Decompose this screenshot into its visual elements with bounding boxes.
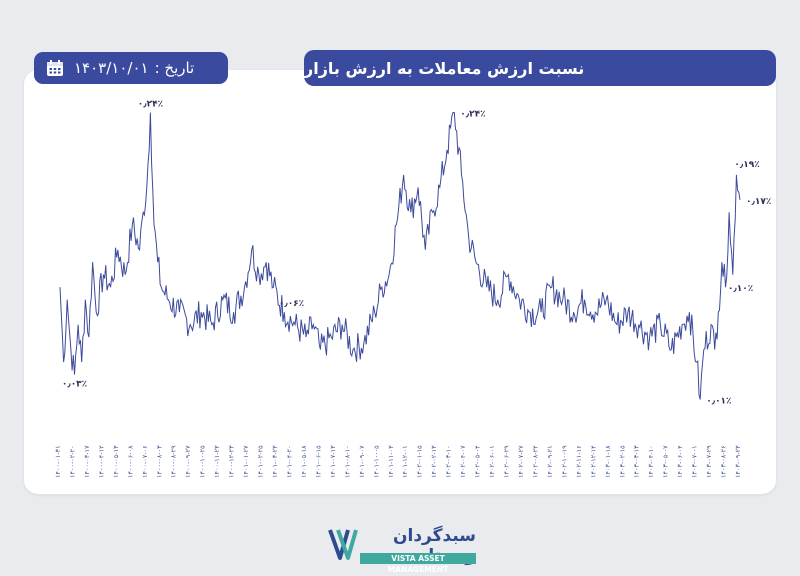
x-tick-label: ۱۴۰۱-۱۰-۰۵ <box>372 445 380 478</box>
x-tick-label: ۱۴۰۰-۰۶-۰۸ <box>126 445 134 478</box>
series-line <box>59 112 741 400</box>
x-tick-label: ۱۴۰۱-۱۲-۰۱ <box>401 445 409 478</box>
x-tick-label: ۱۴۰۰-۰۴-۱۲ <box>97 445 105 478</box>
x-tick-label: ۱۴۰۲-۰۷-۲۷ <box>517 445 525 478</box>
annotation-label: ۰٫۲۴٪ <box>460 110 485 120</box>
annotation-label: ۰٫۰۳٪ <box>62 380 87 390</box>
v-logo-icon <box>328 529 358 560</box>
annotation-label: ۰٫۰۶٪ <box>279 299 304 309</box>
x-tick-label: ۱۴۰۲-۰۹-۲۱ <box>546 445 554 478</box>
x-tick-label: ۱۴۰۲-۰۴-۰۷ <box>459 445 467 478</box>
date-value: ۱۴۰۳/۱۰/۰۱ <box>74 59 149 77</box>
x-tick-label: ۱۴۰۰-۰۱-۳۱ <box>54 445 62 478</box>
x-tick-label: ۱۴۰۲-۰۱-۱۵ <box>416 445 424 478</box>
chart-title-bar: نسبت ارزش معاملات به ارزش بازار <box>304 50 776 86</box>
x-tick-label: ۱۴۰۱-۰۵-۱۸ <box>300 445 308 478</box>
x-tick-label: ۱۴۰۱-۱۱-۰۳ <box>387 445 395 478</box>
date-badge: ۱۴۰۳/۱۰/۰۱ تاریخ : <box>34 52 228 84</box>
x-tick-label: ۱۴۰۲-۱۰-۱۹ <box>560 445 568 478</box>
x-tick-label: ۱۴۰۰-۰۳-۱۷ <box>83 445 91 478</box>
annotation-label: ۰٫۰۱٪ <box>706 397 731 407</box>
date-label: تاریخ : <box>154 59 195 77</box>
brand-subtitle: VISTA ASSET MANAGEMENT <box>360 553 476 574</box>
x-tick-label: ۱۴۰۲-۰۲-۱۳ <box>430 445 438 478</box>
annotations: ۰٫۰۳٪ ۰٫۲۴٪ ۰٫۰۶٪ ۰٫۲۴٪ ۰٫۰۱٪ ۰٫۱۰٪ ۰٫۱۹٪ ۰٫۱۷٪ <box>62 100 772 407</box>
x-tick-label: ۱۴۰۳-۰۹-۲۳ <box>734 445 742 478</box>
x-tick-label: ۱۴۰۲-۰۵-۰۴ <box>474 445 482 478</box>
annotation-label: ۰٫۱۷٪ <box>746 197 771 207</box>
x-tick-label: ۱۴۰۰-۰۷-۰۶ <box>141 445 149 478</box>
x-tick-label: ۱۴۰۰-۰۲-۲۰ <box>69 445 77 478</box>
x-tick-label: ۱۴۰۱-۰۶-۱۵ <box>314 445 322 478</box>
line-chart: ۱۴۰۰-۰۱-۳۱ ۱۴۰۰-۰۲-۲۰ ۱۴۰۰-۰۳-۱۷ ۱۴۰۰-۰۴-۱۲… <box>54 100 772 479</box>
calendar-icon <box>47 60 63 76</box>
x-tick-label: ۱۴۰۳-۰۲-۱۵ <box>618 445 626 478</box>
x-tick-label: ۱۴۰۱-۰۷-۱۳ <box>329 445 337 478</box>
x-tick-label: ۱۴۰۱-۰۹-۰۷ <box>358 445 366 478</box>
chart-title: نسبت ارزش معاملات به ارزش بازار <box>304 58 585 78</box>
x-tick-label: ۱۴۰۱-۰۴-۲۰ <box>286 445 294 478</box>
x-tick-label: ۱۴۰۲-۰۳-۱۰ <box>445 445 453 478</box>
x-tick-label: ۱۴۰۲-۱۲-۱۴ <box>589 445 597 478</box>
x-tick-label: ۱۴۰۳-۰۴-۱۰ <box>647 445 655 478</box>
x-tick-label: ۱۴۰۳-۰۵-۰۷ <box>662 445 670 478</box>
x-tick-label: ۱۴۰۲-۰۸-۲۴ <box>531 445 539 478</box>
x-tick-label: ۱۴۰۰-۱۲-۲۳ <box>228 445 236 478</box>
x-tick-label: ۱۴۰۰-۰۹-۲۷ <box>184 445 192 478</box>
x-tick-label: ۱۴۰۲-۱۱-۱۶ <box>575 445 583 478</box>
x-tick-label: ۱۴۰۳-۰۸-۲۶ <box>720 445 728 478</box>
x-tick-label: ۱۴۰۲-۰۶-۲۹ <box>503 445 511 478</box>
x-tick-label: ۱۴۰۳-۰۷-۲۹ <box>705 445 713 478</box>
x-tick-label: ۱۴۰۱-۰۸-۱۰ <box>343 445 351 478</box>
x-tick-label: ۱۴۰۳-۰۳-۱۳ <box>633 445 641 478</box>
x-tick-label: ۱۴۰۱-۰۱-۲۷ <box>242 445 250 478</box>
x-tick-label: ۱۴۰۱-۰۳-۲۳ <box>271 445 279 478</box>
x-tick-label: ۱۴۰۳-۰۱-۱۸ <box>604 445 612 478</box>
x-tick-label: ۱۴۰۰-۱۱-۲۳ <box>213 445 221 478</box>
x-tick-label: ۱۴۰۳-۰۶-۰۴ <box>676 445 684 478</box>
annotation-label: ۰٫۲۴٪ <box>138 100 163 110</box>
x-tick-label: ۱۴۰۲-۰۶-۰۱ <box>488 445 496 478</box>
annotation-label: ۰٫۱۹٪ <box>734 160 759 170</box>
x-tick-label: ۱۴۰۰-۰۸-۰۳ <box>155 445 163 478</box>
x-axis-ticks: ۱۴۰۰-۰۱-۳۱ ۱۴۰۰-۰۲-۲۰ ۱۴۰۰-۰۳-۱۷ ۱۴۰۰-۰۴-۱۲… <box>54 445 742 478</box>
x-tick-label: ۱۴۰۱-۰۲-۲۵ <box>257 445 265 478</box>
x-tick-label: ۱۴۰۰-۰۵-۱۳ <box>112 445 120 478</box>
x-tick-label: ۱۴۰۰-۰۸-۲۹ <box>170 445 178 478</box>
x-tick-label: ۱۴۰۰-۱۰-۲۵ <box>199 445 207 478</box>
x-tick-label: ۱۴۰۳-۰۷-۰۱ <box>691 445 699 478</box>
annotation-label: ۰٫۱۰٪ <box>728 284 753 294</box>
